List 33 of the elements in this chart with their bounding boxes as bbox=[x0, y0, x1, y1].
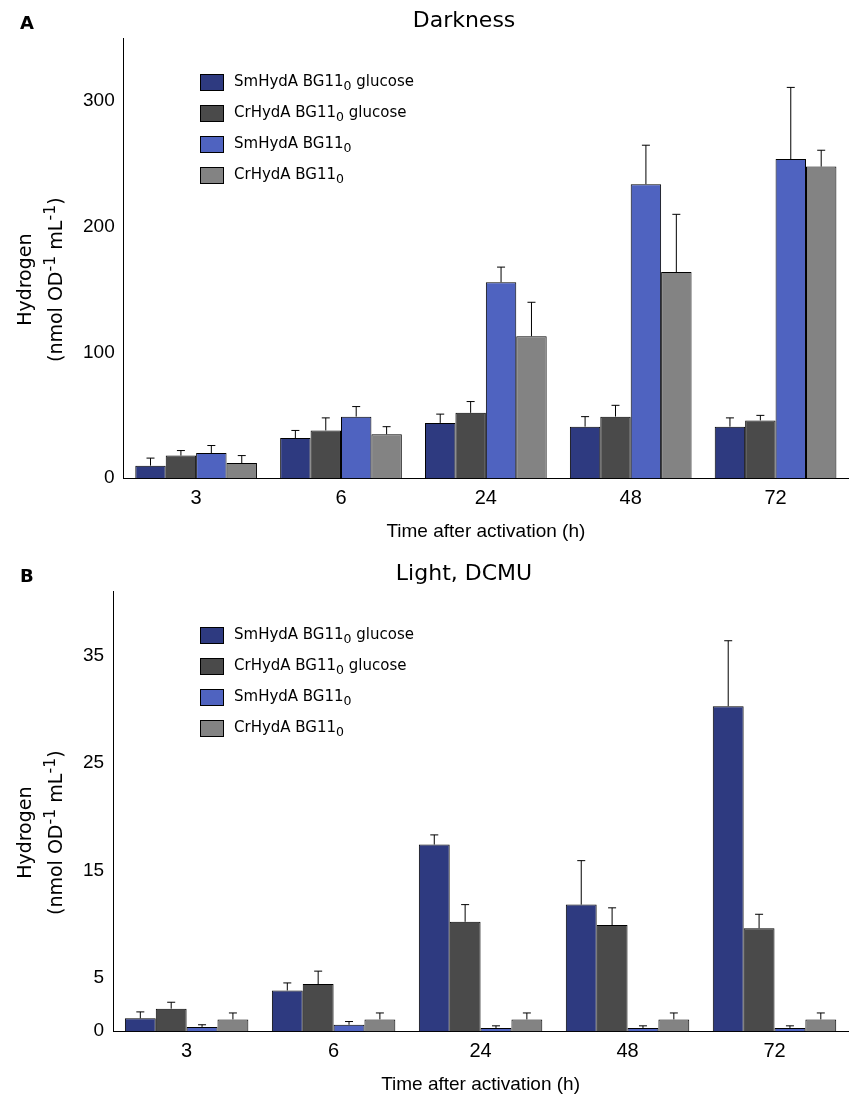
x-axis-title: Time after activation (h) bbox=[381, 1072, 580, 1094]
legend-label: SmHydA BG11$_{0}$ glucose bbox=[234, 72, 414, 93]
x-tick-label: 6 bbox=[328, 1038, 340, 1061]
x-tick-label: 72 bbox=[764, 485, 787, 508]
x-tick-label: 3 bbox=[190, 485, 202, 508]
x-tick-label: 48 bbox=[616, 1038, 639, 1061]
y-tick-label: 100 bbox=[83, 340, 115, 362]
legend-label: SmHydA BG11$_{0}$ bbox=[234, 687, 352, 708]
y-tick-label: 25 bbox=[82, 751, 105, 773]
x-axis-title: Time after activation (h) bbox=[386, 519, 586, 541]
legend-label: SmHydA BG11$_{0}$ glucose bbox=[234, 625, 414, 646]
legend-label: SmHydA BG11$_{0}$ bbox=[234, 134, 352, 155]
x-tick-label: 3 bbox=[181, 1038, 193, 1061]
y-tick-label: 0 bbox=[93, 1019, 105, 1041]
text: B bbox=[20, 565, 34, 586]
text: A bbox=[20, 12, 34, 33]
x-tick-label: 24 bbox=[469, 1038, 492, 1061]
x-tick-label: 48 bbox=[619, 485, 642, 508]
y-tick-label: 0 bbox=[104, 466, 115, 488]
x-tick-label: 6 bbox=[335, 485, 347, 508]
legend-label: CrHydA BG11$_{0}$ bbox=[234, 165, 345, 186]
chart-title: Light, DCMU bbox=[395, 559, 533, 585]
legend-label: CrHydA BG11$_{0}$ glucose bbox=[234, 103, 407, 124]
x-tick-label: 72 bbox=[763, 1038, 786, 1061]
y-tick-label: 15 bbox=[82, 858, 105, 880]
chart-title: Darkness bbox=[412, 6, 516, 32]
y-tick-label: 200 bbox=[83, 215, 115, 237]
y-tick-label: 300 bbox=[83, 89, 115, 111]
legend-label: CrHydA BG11$_{0}$ glucose bbox=[234, 656, 407, 677]
x-tick-label: 24 bbox=[474, 485, 497, 508]
legend-label: CrHydA BG11$_{0}$ bbox=[234, 718, 345, 739]
y-tick-label: 35 bbox=[82, 644, 105, 665]
y-tick-label: 5 bbox=[93, 965, 105, 987]
